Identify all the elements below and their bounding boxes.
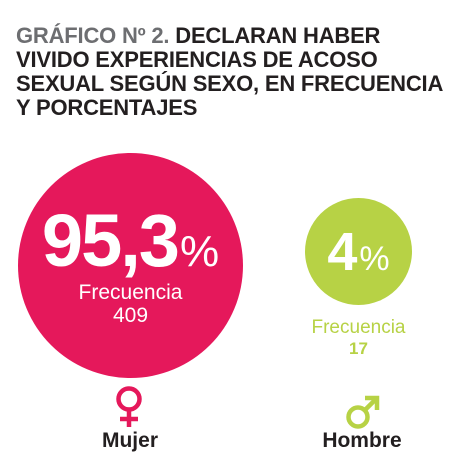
frequency-label-hombre: Frecuencia — [311, 317, 406, 338]
percent-sign-mujer: % — [179, 227, 220, 277]
chart-title-text: DECLARAN HABER VIVIDO EXPERIENCIAS DE AC… — [16, 23, 443, 120]
chart-title: GRÁFICO Nº 2. DECLARAN HABER VIVIDO EXPE… — [16, 24, 456, 120]
percentage-hombre: 4% — [327, 225, 389, 279]
female-symbol-icon — [116, 386, 142, 427]
frequency-label-mujer: Frecuencia — [78, 281, 183, 305]
percentage-mujer: 95,3% — [42, 204, 219, 278]
bubble-mujer: 95,3% Frecuencia 409 — [18, 153, 243, 378]
frequency-value-mujer: 409 — [112, 303, 149, 327]
category-label-hombre: Hombre — [322, 429, 402, 452]
frequency-value-hombre: 17 — [349, 339, 368, 358]
chart-title-prefix: GRÁFICO Nº 2. — [16, 23, 170, 48]
percentage-value-hombre: 4 — [327, 221, 358, 282]
percent-sign-hombre: % — [359, 239, 390, 278]
bubble-hombre: 4% — [305, 198, 412, 305]
male-symbol-icon — [346, 395, 380, 429]
category-label-mujer: Mujer — [101, 429, 158, 452]
percentage-value-mujer: 95,3 — [41, 199, 180, 283]
